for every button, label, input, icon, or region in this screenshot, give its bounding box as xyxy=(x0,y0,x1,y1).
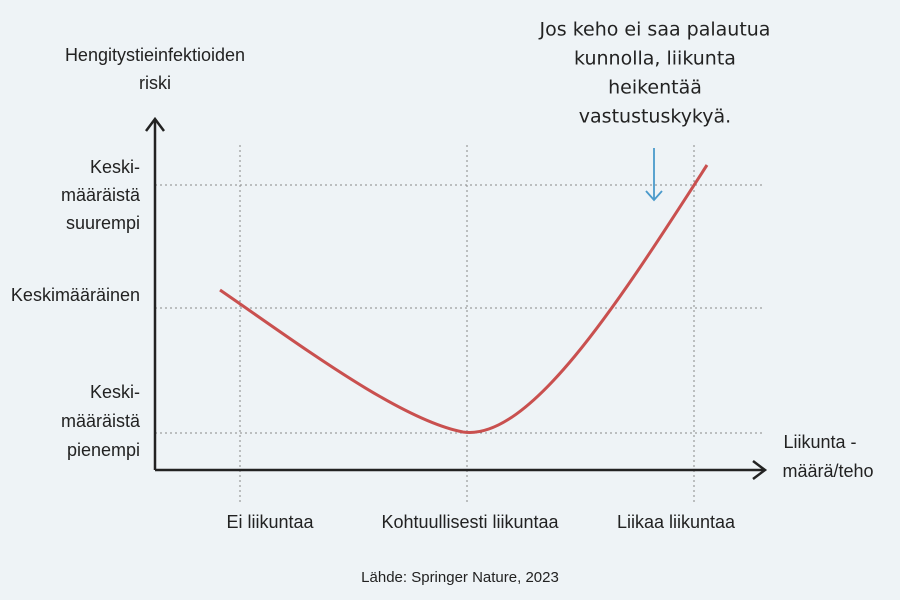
y-axis-title: Hengitystieinfektioiden xyxy=(65,45,245,65)
risk-curve xyxy=(219,164,709,434)
y-level-label: määräistä xyxy=(61,185,141,205)
source: Lähde: Springer Nature, 2023 xyxy=(361,569,559,586)
y-level-label: Keski- xyxy=(90,382,140,402)
y-level-label: Keskimääräinen xyxy=(11,285,140,305)
x-category-label: Ei liikuntaa xyxy=(226,512,314,532)
grid xyxy=(155,145,765,505)
y-level-label: Keski- xyxy=(90,157,140,177)
annotation: heikentää xyxy=(608,77,702,99)
y-level-label: pienempi xyxy=(67,440,140,460)
y-level-label: määräistä xyxy=(61,411,141,431)
x-axis-title: Liikunta - xyxy=(783,432,856,452)
axes xyxy=(145,116,768,480)
y-axis-title: riski xyxy=(139,73,171,93)
annotation-arrow xyxy=(645,148,663,202)
y-level-label: suurempi xyxy=(66,213,140,233)
x-axis-title: määrä/teho xyxy=(782,461,873,481)
x-category-label: Liikaa liikuntaa xyxy=(617,512,736,532)
annotation: Jos keho ei saa palautua xyxy=(539,19,771,41)
x-arrow xyxy=(752,460,768,480)
y-arrow xyxy=(145,116,165,132)
annotation: vastustuskykyä. xyxy=(579,106,731,128)
annotation: kunnolla, liikunta xyxy=(574,48,736,70)
x-category-label: Kohtuullisesti liikuntaa xyxy=(381,512,559,532)
